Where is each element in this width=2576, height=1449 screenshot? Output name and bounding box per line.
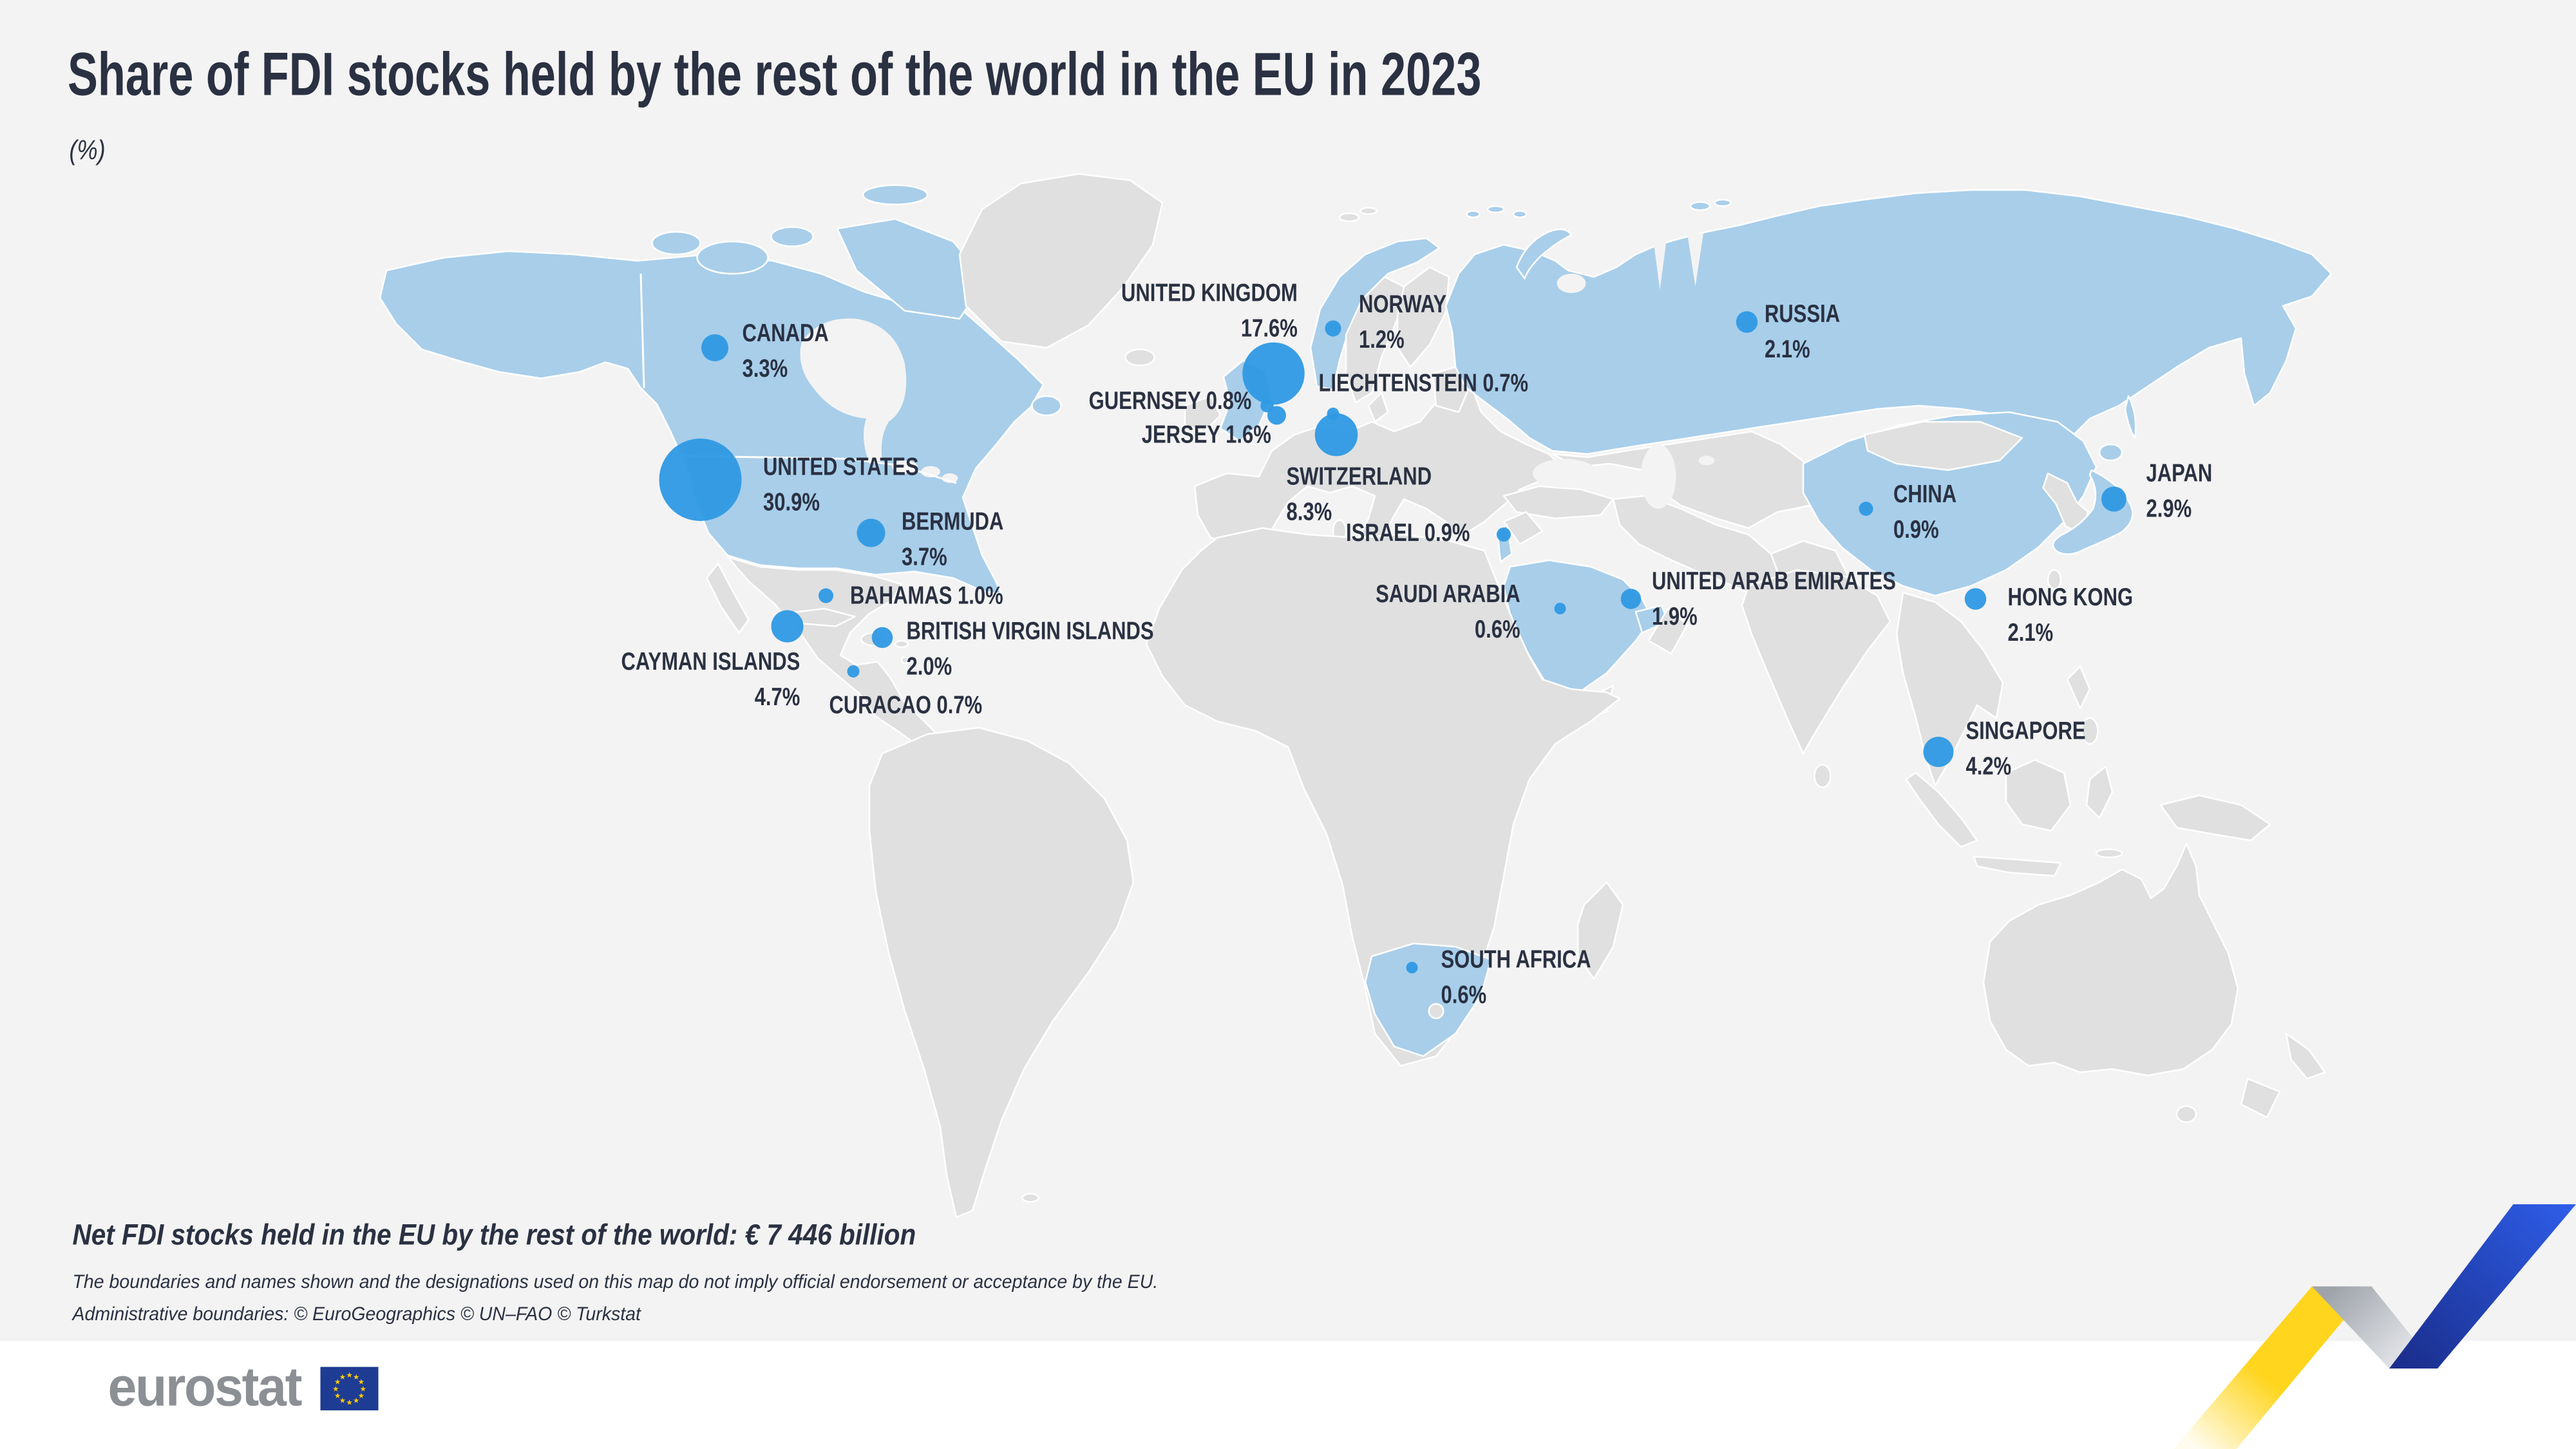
land-africa: [1145, 527, 1621, 1067]
eu-flag-icon: ★ ★★★★★★★★★★★: [320, 1366, 379, 1410]
unit-subtitle: (%): [69, 135, 106, 166]
flag-star: ★: [346, 1398, 353, 1406]
map-label-united-arab-emirates: UNITED ARAB EMIRATES 1.9%: [1652, 568, 1896, 632]
map-label-jersey: JERSEY 1.6%: [1142, 422, 1272, 450]
flag-star: ★: [360, 1385, 366, 1392]
map-label-south-africa: SOUTH AFRICA 0.6%: [1441, 947, 1591, 1010]
footnote-boundaries: Administrative boundaries: © EuroGeograp…: [72, 1302, 641, 1325]
map-label-cayman-islands: CAYMAN ISLANDS 4.7%: [621, 649, 800, 712]
bubble-canada[interactable]: [701, 334, 728, 361]
bubble-singapore[interactable]: [1923, 737, 1954, 767]
bubble-bermuda[interactable]: [857, 518, 886, 547]
footer-bar: [0, 1341, 2576, 1449]
map-label-china: CHINA 0.9%: [1893, 481, 1957, 545]
map-label-saudi-arabia: SAUDI ARABIA 0.6%: [1375, 581, 1520, 645]
flag-star: ★: [358, 1378, 365, 1385]
bubble-switzerland[interactable]: [1314, 413, 1358, 457]
flag-star: ★: [346, 1371, 353, 1379]
flag-star: ★: [353, 1373, 359, 1381]
water-bodies: [800, 229, 1715, 509]
bubble-british-virgin-islands[interactable]: [871, 627, 893, 649]
country-borders: [639, 273, 957, 484]
land-mongolia: [1863, 421, 2023, 471]
land-se-asia: [1895, 591, 2004, 787]
flag-star: ★: [353, 1396, 359, 1404]
flag-star: ★: [334, 1392, 341, 1399]
bubble-china[interactable]: [1859, 502, 1873, 516]
eurostat-logo-text: eurostat: [108, 1356, 303, 1418]
land-australia: [1982, 842, 2239, 1077]
flag-star: ★: [339, 1396, 346, 1404]
land-south-america: [868, 726, 1135, 1218]
flag-star: ★: [358, 1392, 365, 1399]
land-south-africa: [1364, 942, 1492, 1057]
map-label-hong-kong: HONG KONG 2.1%: [2007, 584, 2134, 648]
map-label-guernsey: GUERNSEY 0.8%: [1088, 388, 1251, 416]
bubble-layer: [659, 311, 2126, 974]
bubble-norway[interactable]: [1325, 320, 1341, 337]
map-label-bahamas: BAHAMAS 1.0%: [850, 583, 1003, 611]
bubble-jersey[interactable]: [1267, 406, 1286, 425]
total-annotation: Net FDI stocks held in the EU by the res…: [72, 1218, 916, 1251]
world-map: [379, 173, 2333, 1218]
continents: [379, 173, 2333, 1218]
bubble-japan[interactable]: [2101, 486, 2126, 512]
bubble-israel[interactable]: [1497, 527, 1511, 542]
page-title: Share of FDI stocks held by the rest of …: [68, 42, 1482, 109]
map-label-united-states: UNITED STATES 30.9%: [763, 454, 919, 517]
land-russia: [1444, 189, 2333, 455]
land-mexico: [726, 556, 954, 759]
land-turkey: [1502, 485, 1615, 520]
bubble-guernsey[interactable]: [1260, 399, 1274, 413]
bubble-curacao[interactable]: [847, 665, 860, 677]
map-label-norway: NORWAY 1.2%: [1359, 291, 1447, 355]
bubble-united-states[interactable]: [659, 439, 742, 521]
land-china: [1802, 411, 2098, 597]
map-label-british-virgin-islands: BRITISH VIRGIN ISLANDS 2.0%: [906, 618, 1154, 681]
map-label-bermuda: BERMUDA 3.7%: [902, 509, 1004, 572]
map-label-russia: RUSSIA 2.1%: [1765, 301, 1841, 365]
flag-star: ★: [332, 1385, 339, 1392]
map-label-switzerland: SWITZERLAND 8.3%: [1286, 464, 1432, 527]
map-label-canada: CANADA 3.3%: [742, 320, 829, 384]
map-label-united-kingdom: UNITED KINGDOM 17.6%: [1121, 280, 1298, 343]
eurostat-logo[interactable]: eurostat ★ ★ ★ ★ ★ ★ ★ ★ ★ ★ ★ ★: [108, 1352, 379, 1423]
map-label-japan: JAPAN 2.9%: [2146, 460, 2213, 524]
flag-star: ★: [339, 1373, 346, 1381]
bubble-south-africa[interactable]: [1406, 961, 1418, 974]
flag-star: ★: [334, 1378, 341, 1385]
bubble-united-arab-emirates[interactable]: [1620, 589, 1642, 609]
map-label-liechtenstein: LIECHTENSTEIN 0.7%: [1318, 370, 1529, 398]
land-greenland: [958, 173, 1164, 349]
bubble-hong-kong[interactable]: [1964, 588, 1987, 610]
bubble-bahamas[interactable]: [819, 588, 833, 603]
map-label-curacao: CURACAO 0.7%: [829, 692, 983, 720]
land-india: [1741, 569, 1891, 755]
bubble-russia[interactable]: [1736, 311, 1758, 333]
bubble-cayman-islands[interactable]: [771, 610, 804, 643]
land-norway: [1309, 237, 1441, 391]
bubble-united-kingdom[interactable]: [1242, 342, 1305, 405]
ribbon-blue-band: [2389, 1204, 2576, 1368]
bubble-saudi-arabia[interactable]: [1554, 603, 1566, 614]
ribbon-graphic: [2174, 1204, 2576, 1449]
bubble-liechtenstein[interactable]: [1327, 408, 1340, 420]
footnote-disclaimer: The boundaries and names shown and the d…: [72, 1270, 1159, 1293]
map-label-singapore: SINGAPORE 4.2%: [1965, 718, 2086, 781]
ribbon-yellow-band: [2174, 1286, 2372, 1449]
map-label-israel: ISRAEL 0.9%: [1346, 520, 1470, 548]
map-canvas: [379, 173, 2333, 1218]
